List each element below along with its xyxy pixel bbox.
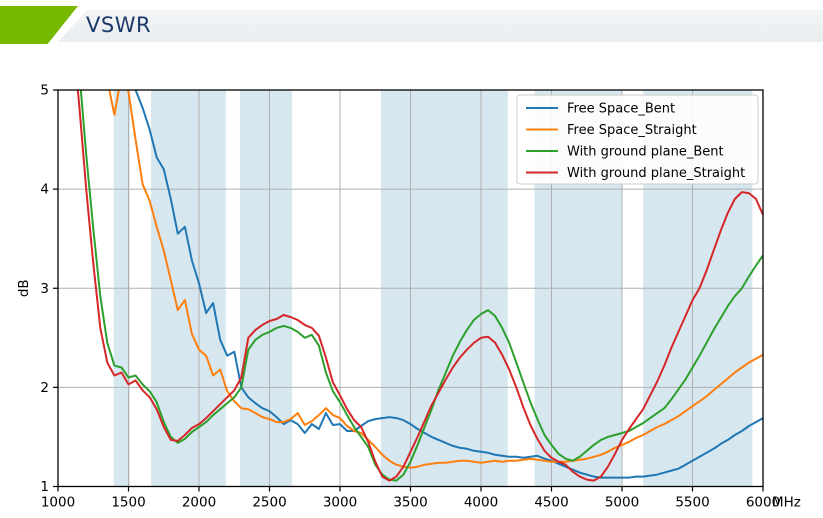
- x-tick-label: 6000: [746, 495, 780, 511]
- x-tick-label: 1000: [41, 495, 75, 511]
- series-line-free-space-bent: [134, 90, 763, 479]
- legend-label: With ground plane_Bent: [567, 145, 724, 160]
- legend: Free Space_Bent Free Space_Straight With g…: [516, 94, 759, 185]
- x-tick-label: 3000: [323, 495, 357, 511]
- y-tick-label: 1: [40, 479, 49, 495]
- y-axis-title: dB: [16, 279, 32, 297]
- x-tick-label: 5500: [675, 495, 709, 511]
- y-tick-label: 4: [40, 182, 49, 198]
- page-title: VSWR: [86, 13, 152, 37]
- axis-ticks: [53, 89, 764, 492]
- vswr-plot: 1000 1500 2000 2500 3000 3500 4000 4500 5000 5500…: [16, 83, 801, 511]
- x-tick-label: 2000: [182, 495, 216, 511]
- vswr-chart: 1000 1500 2000 2500 3000 3500 4000 4500 5000 5500…: [0, 48, 823, 518]
- y-axis-labels: 1 2 3 4 5: [40, 83, 49, 496]
- x-tick-label: 4000: [464, 495, 498, 511]
- series-line-free-space-straight: [108, 90, 763, 469]
- x-tick-label: 4500: [534, 495, 568, 511]
- x-tick-label: 3500: [393, 495, 427, 511]
- y-tick-label: 5: [40, 83, 49, 99]
- x-tick-label: 2500: [252, 495, 286, 511]
- legend-box: [516, 94, 759, 185]
- y-tick-label: 2: [40, 380, 49, 396]
- series-line-with-ground-plane-straight: [76, 90, 763, 482]
- x-tick-label: 5000: [605, 495, 639, 511]
- x-axis-unit: MHz: [772, 495, 801, 511]
- legend-label: With ground plane_Straight: [567, 166, 745, 181]
- legend-label: Free Space_Straight: [567, 123, 697, 138]
- x-tick-label: 1500: [111, 495, 145, 511]
- x-axis-labels: 1000 1500 2000 2500 3000 3500 4000 4500 5000 5500…: [41, 495, 801, 511]
- title-bar: [58, 10, 823, 42]
- series-lines: [76, 90, 763, 482]
- legend-label: Free Space_Bent: [567, 102, 675, 117]
- y-tick-label: 3: [40, 281, 49, 297]
